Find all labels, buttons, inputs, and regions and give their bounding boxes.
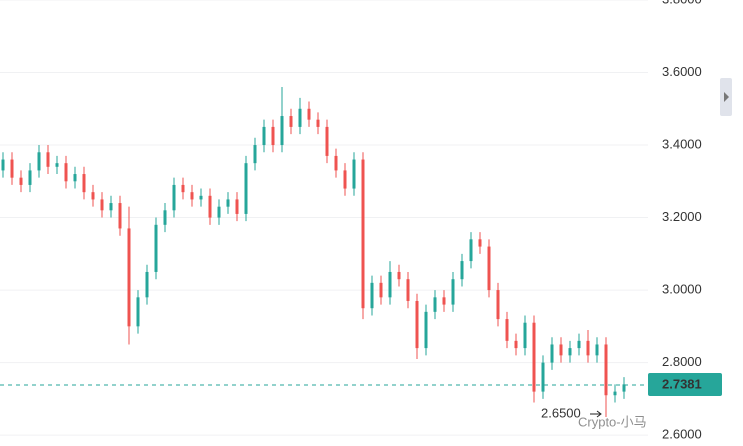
candle-body: [415, 300, 419, 349]
candle-body: [262, 126, 266, 146]
candle-body: [586, 340, 590, 356]
candle-body: [55, 163, 59, 167]
candle-body: [469, 239, 473, 262]
candle-body: [19, 177, 23, 185]
candle-body: [190, 192, 194, 200]
candle-body: [406, 279, 410, 301]
candle-body: [73, 174, 77, 182]
scroll-arrow: [724, 92, 729, 102]
candle-body: [109, 203, 113, 211]
candle-body: [64, 163, 68, 182]
candle-body: [370, 282, 374, 309]
y-tick-label: 3.4000: [662, 136, 702, 151]
candle-body: [325, 126, 329, 156]
candle-body: [379, 282, 383, 298]
candle-body: [559, 344, 563, 356]
candle-body: [46, 152, 50, 167]
candle-body: [622, 384, 626, 392]
current-price-box: [648, 373, 722, 397]
candle-body: [217, 206, 221, 218]
candle-body: [478, 239, 482, 247]
candle-body: [235, 199, 239, 214]
y-tick-label: 2.8000: [662, 354, 702, 369]
candle-body: [91, 192, 95, 200]
y-tick-label: 3.8000: [662, 0, 702, 6]
candle-body: [523, 322, 527, 349]
candle-body: [388, 271, 392, 298]
current-price-label: 2.7381: [662, 376, 702, 391]
candle-body: [253, 145, 257, 164]
candle-body: [226, 199, 230, 207]
candle-body: [298, 108, 302, 127]
candle-body: [199, 195, 203, 200]
candle-body: [424, 311, 428, 349]
candle-body: [361, 159, 365, 309]
candle-body: [100, 199, 104, 211]
candle-body: [577, 340, 581, 349]
candle-body: [154, 224, 158, 272]
watermark: Crypto-小马: [578, 414, 647, 429]
y-tick-label: 3.0000: [662, 282, 702, 297]
candle-body: [316, 119, 320, 127]
candle-body: [343, 170, 347, 189]
candle-body: [10, 159, 14, 178]
y-tick-label: 3.2000: [662, 209, 702, 224]
candle-body: [487, 246, 491, 291]
candle-body: [127, 228, 131, 327]
candle-body: [271, 126, 275, 146]
candle-body: [505, 319, 509, 341]
candle-body: [532, 322, 536, 392]
candle-body: [550, 344, 554, 363]
candle-body: [595, 344, 599, 356]
candle-body: [604, 344, 608, 396]
candle-body: [37, 152, 41, 171]
candle-body: [163, 210, 167, 225]
candle-body: [541, 362, 545, 392]
low-annotation: 2.6500: [541, 405, 581, 420]
candle-body: [496, 290, 500, 320]
candle-body: [28, 170, 32, 185]
candle-body: [613, 391, 617, 396]
candle-body: [1, 159, 5, 171]
y-tick-label: 2.6000: [662, 427, 702, 442]
low-annotation-arrow: [590, 410, 602, 418]
candle-body: [307, 108, 311, 120]
candle-body: [442, 297, 446, 305]
candle-body: [334, 155, 338, 171]
candle-body: [568, 348, 572, 356]
candle-body: [352, 159, 356, 189]
candle-body: [172, 184, 176, 211]
candle-body: [244, 163, 248, 214]
candle-body: [280, 116, 284, 146]
y-tick-label: 3.6000: [662, 64, 702, 79]
candle-body: [136, 297, 140, 327]
candle-body: [433, 297, 437, 312]
candle-body: [514, 340, 518, 349]
candle-body: [118, 203, 122, 229]
candle-body: [181, 184, 185, 193]
candle-body: [145, 271, 149, 298]
candle-body: [397, 271, 401, 280]
candle-body: [460, 261, 464, 280]
candle-body: [208, 195, 212, 218]
candle-body: [82, 174, 86, 193]
candle-body: [451, 279, 455, 305]
candle-body: [289, 116, 293, 127]
